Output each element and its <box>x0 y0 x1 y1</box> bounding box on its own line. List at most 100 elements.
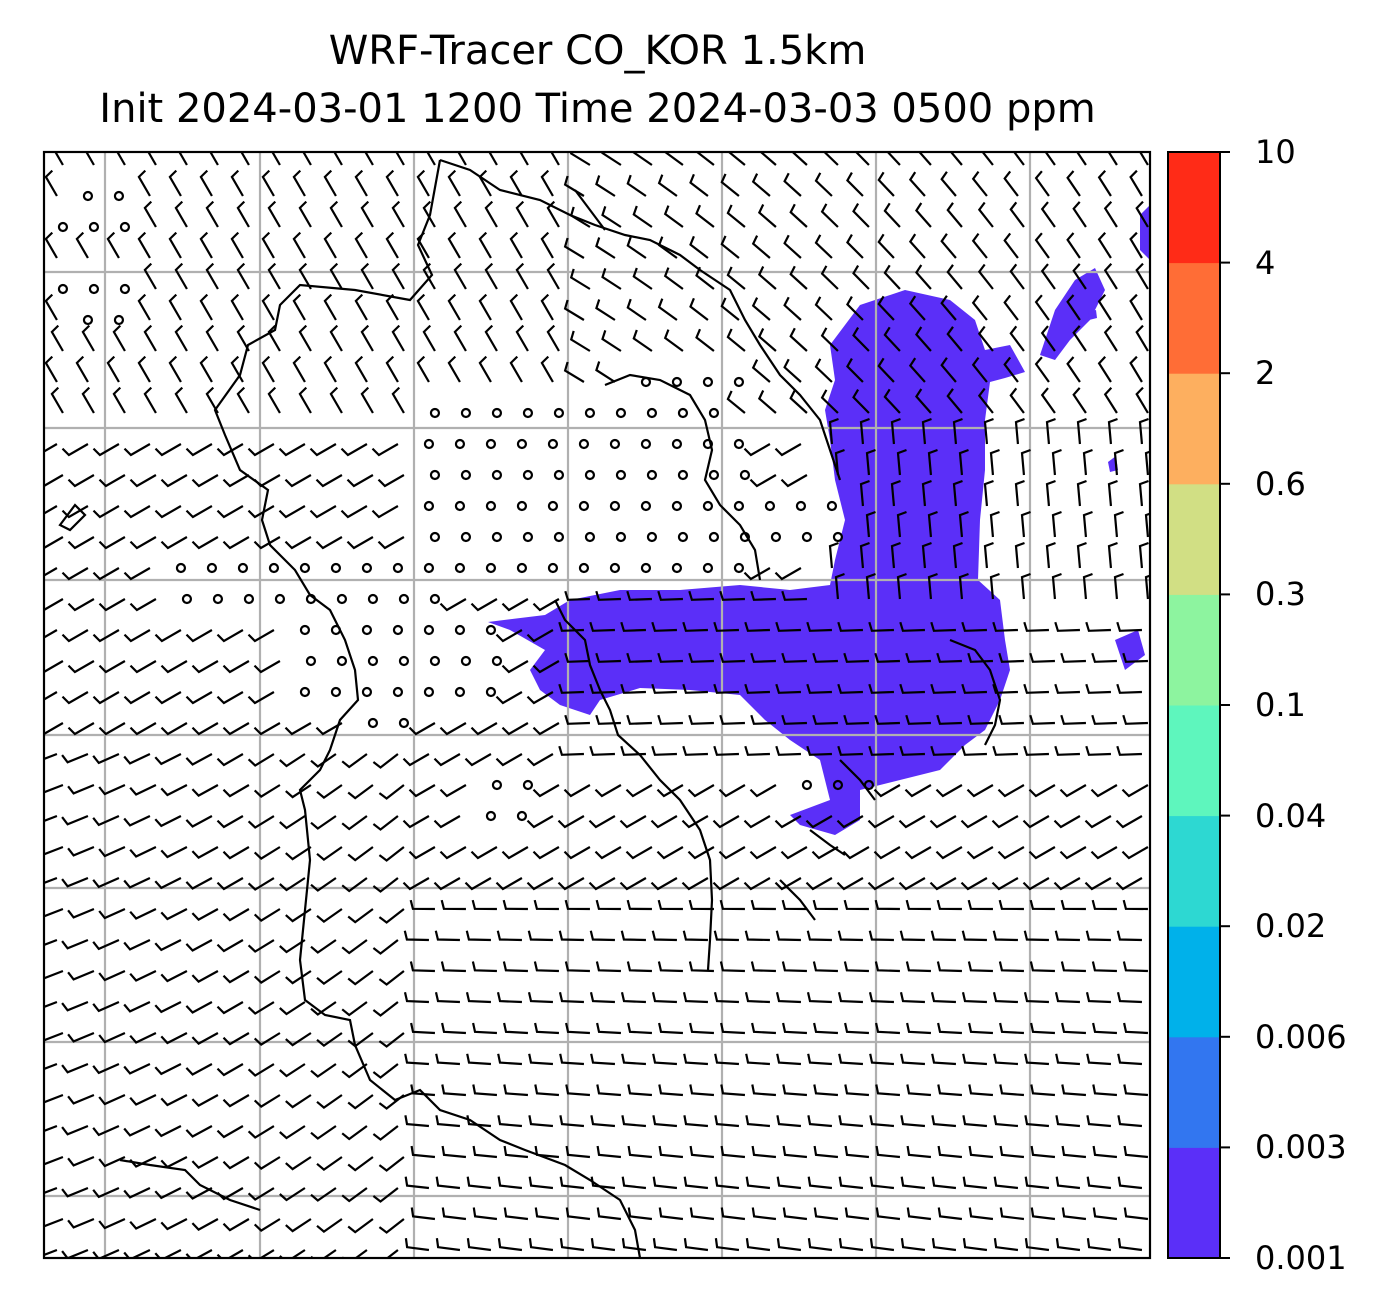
wind-barb <box>805 815 833 829</box>
wind-barb <box>774 567 802 581</box>
wind-barb <box>744 745 770 756</box>
wind-barb <box>1003 170 1019 197</box>
wind-barb <box>789 389 808 414</box>
wind-barb <box>869 1238 895 1252</box>
wind-barb <box>515 262 529 290</box>
wind-barb <box>714 1115 740 1128</box>
wind-barb <box>596 1084 622 1097</box>
wind-barb <box>230 231 244 259</box>
wind-barb <box>906 1022 931 1035</box>
wind-barb <box>601 206 622 228</box>
wind-barb <box>453 200 467 228</box>
wind-barb <box>174 386 188 414</box>
wind-barb <box>67 722 95 736</box>
wind-barb <box>621 1115 647 1128</box>
wind-barb <box>981 152 994 166</box>
wind-barb <box>961 683 987 694</box>
wind-barb <box>915 202 932 228</box>
calm-wind-marker <box>398 655 410 667</box>
wind-barb <box>106 231 120 259</box>
wind-barb <box>688 714 714 725</box>
wind-barb <box>416 231 430 259</box>
wind-barb <box>129 1218 157 1230</box>
wind-barb <box>346 536 374 550</box>
wind-barb <box>123 567 151 581</box>
wind-barb <box>776 1115 802 1128</box>
wind-barb <box>160 784 188 797</box>
colorbar-tick-label: 10 <box>1255 133 1296 171</box>
wind-barb <box>946 326 963 352</box>
wind-barb <box>713 992 739 1004</box>
wind-barb <box>271 152 281 166</box>
wind-barb <box>534 1207 560 1221</box>
wind-barb <box>67 1093 95 1105</box>
wind-barb <box>657 298 678 321</box>
calm-wind-marker <box>801 779 813 791</box>
wind-barb <box>689 1207 715 1221</box>
wind-barb <box>557 815 585 829</box>
wind-barb <box>373 1249 399 1258</box>
wind-barb <box>929 877 957 891</box>
wind-barb <box>279 939 306 954</box>
wind-barb <box>1034 294 1050 321</box>
wind-barb <box>441 1207 467 1221</box>
wind-barb <box>1107 541 1118 569</box>
wind-barb <box>298 324 312 352</box>
wind-barb <box>440 899 466 911</box>
wind-barb <box>745 1053 771 1066</box>
wind-barb <box>968 1145 994 1159</box>
wind-barb <box>372 1001 399 1017</box>
wind-barb <box>931 1238 957 1252</box>
wind-barb <box>546 324 560 352</box>
wind-barb <box>559 1176 585 1190</box>
wind-barb <box>185 877 213 890</box>
wind-barb <box>968 1022 993 1035</box>
wind-barb <box>236 324 250 352</box>
wind-barb <box>92 1000 120 1013</box>
wind-barb <box>501 722 529 736</box>
wind-barb <box>67 1155 95 1167</box>
wind-barb <box>998 714 1024 725</box>
calm-wind-marker <box>671 500 683 512</box>
wind-barb <box>44 293 58 321</box>
wind-barb <box>285 846 312 861</box>
wind-barb <box>439 722 467 736</box>
wind-barb <box>447 231 461 259</box>
calm-wind-marker <box>522 779 534 791</box>
wind-barb <box>222 536 250 550</box>
wind-barb <box>1117 1176 1143 1190</box>
wind-barb <box>129 908 157 920</box>
wind-barb <box>775 683 801 694</box>
wind-barb <box>663 329 684 352</box>
wind-barb <box>92 938 120 951</box>
wind-barb <box>185 1125 213 1138</box>
calm-wind-marker <box>640 500 652 512</box>
wind-barb <box>441 1084 467 1097</box>
wind-barb <box>285 908 312 923</box>
wind-barb <box>1092 1207 1118 1221</box>
wind-barb <box>751 1207 777 1221</box>
wind-barb <box>935 784 963 798</box>
wind-barb <box>123 443 151 457</box>
wind-barb <box>435 1053 461 1066</box>
wind-barb <box>61 1248 89 1258</box>
wind-barb <box>222 846 250 860</box>
wind-barb <box>962 1238 988 1252</box>
wind-barb <box>526 815 554 829</box>
wind-barb <box>1121 784 1149 798</box>
wind-barb <box>160 908 188 921</box>
wind-barb <box>992 745 1018 756</box>
wind-barb <box>846 358 864 383</box>
wind-barb <box>688 590 714 601</box>
wind-barb <box>563 784 591 798</box>
wind-barb <box>993 1115 1019 1128</box>
wind-barb <box>143 200 157 228</box>
wind-barb <box>900 1115 926 1128</box>
wind-barb <box>783 234 802 259</box>
wind-barb <box>1066 170 1081 197</box>
wind-barb <box>868 683 894 694</box>
wind-barb <box>1097 232 1112 259</box>
wind-barb <box>596 1145 622 1159</box>
wind-barb <box>378 1094 405 1110</box>
wind-barb <box>147 152 157 166</box>
